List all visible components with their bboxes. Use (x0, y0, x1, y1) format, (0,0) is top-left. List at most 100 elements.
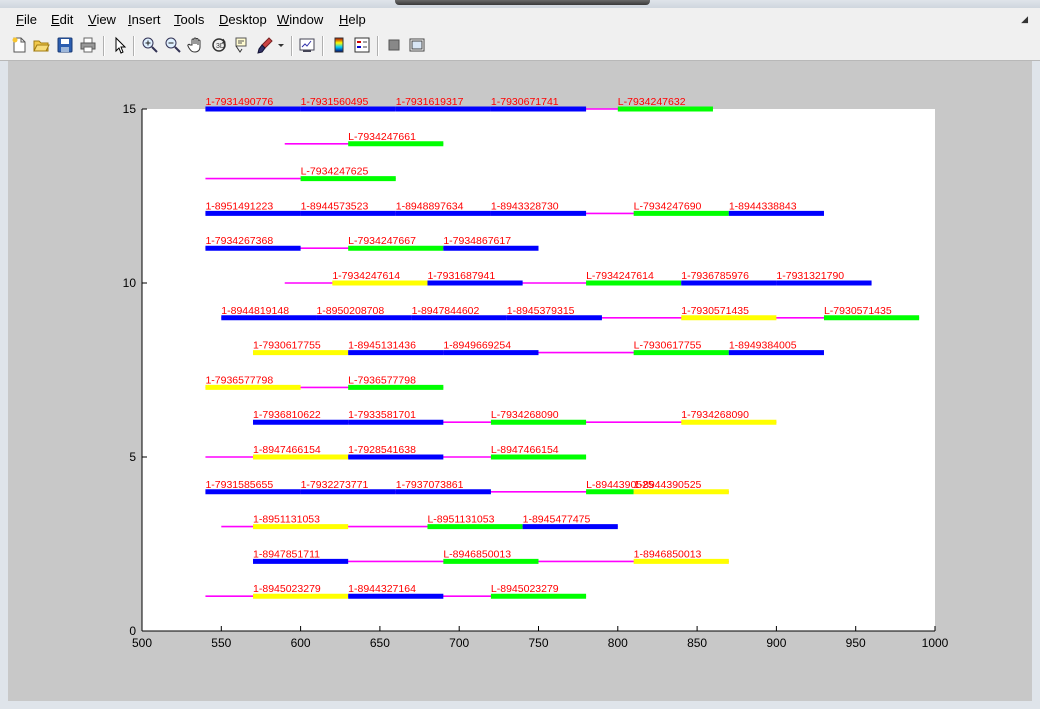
segment-label: 1-8946850013 (634, 548, 702, 560)
segment-label: L-8946850013 (443, 548, 511, 560)
segment-label: L-7934247661 (348, 131, 416, 143)
zoom-out-icon[interactable] (164, 36, 182, 54)
segment-label: 1-7934247614 (332, 270, 400, 282)
menu-insert[interactable]: Insert (128, 12, 161, 27)
toolbar-separator (133, 36, 135, 56)
segment-map-chart[interactable]: 1-7931490776 1-7931560495 1-7931619317 1-79… (8, 61, 1032, 701)
x-tick-label: 1000 (922, 636, 949, 650)
segment-label: 1-7930671741 (491, 96, 559, 108)
x-tick-label: 500 (132, 636, 152, 650)
undock-arrow-icon[interactable]: ◢ (1021, 14, 1028, 24)
menu-help[interactable]: Help (339, 12, 366, 27)
segment-label: 1-8949669254 (443, 340, 511, 352)
x-tick-label: 950 (846, 636, 866, 650)
brush-icon[interactable] (256, 36, 274, 54)
segment-label: 1-8951491223 (205, 200, 273, 212)
segment-label: L-8944390525 (586, 479, 654, 491)
segment-label: 1-8949384005 (729, 340, 797, 352)
menu-file[interactable]: File (16, 12, 37, 27)
toolbar-separator (322, 36, 324, 56)
segment-label: L-7934268090 (491, 409, 559, 421)
legend-icon[interactable] (353, 36, 371, 54)
segment-label: 1-8944573523 (301, 200, 369, 212)
segment-label: 1-8945477475 (523, 514, 591, 526)
segment-label: 1-8948897634 (396, 200, 464, 212)
segment-label: 1-7936785976 (681, 270, 749, 282)
segment-label: 1-8943328730 (491, 200, 559, 212)
segment-label: 1-7932273771 (301, 479, 369, 491)
segment-label: L-7934247614 (586, 270, 654, 282)
save-icon[interactable] (56, 36, 74, 54)
new-figure-icon[interactable] (10, 36, 28, 54)
segment-label: L-7930571435 (824, 305, 892, 317)
x-tick-label: 850 (687, 636, 707, 650)
link-plot-icon[interactable] (298, 36, 316, 54)
segment-label: 1-7933581701 (348, 409, 416, 421)
menu-tools[interactable]: Tools (174, 12, 205, 27)
segment-label: 1-7934268090 (681, 409, 749, 421)
toolbar-separator (377, 36, 379, 56)
menu-view[interactable]: View (88, 12, 116, 27)
window-frame-bottom (0, 701, 1040, 709)
plot-area (142, 109, 935, 631)
x-tick-label: 800 (608, 636, 628, 650)
segment-label: 1-7931490776 (205, 96, 273, 108)
segment-label: 1-8945023279 (253, 583, 321, 595)
segment-label: 1-8944327164 (348, 583, 416, 595)
x-tick-label: 750 (528, 636, 548, 650)
segment-label: L-8947466154 (491, 444, 559, 456)
segment-label: 1-7936810622 (253, 409, 321, 421)
x-tick-label: 600 (291, 636, 311, 650)
show-plot-tools-icon[interactable] (408, 36, 426, 54)
segment-label: 1-8945131436 (348, 340, 416, 352)
segment-label: L-7930617755 (634, 340, 702, 352)
segment-label: 1-7931687941 (427, 270, 495, 282)
window-frame-right (1032, 61, 1040, 701)
segment-label: 1-8944390525 (634, 479, 702, 491)
zoom-in-icon[interactable] (141, 36, 159, 54)
segment-label: 1-8951131053 (253, 514, 320, 526)
segment-label: 1-7936577798 (205, 374, 273, 386)
segment-label: 1-7931585655 (205, 479, 273, 491)
open-file-icon[interactable] (32, 36, 50, 54)
segment-label: 1-8944338843 (729, 200, 797, 212)
select-arrow-icon[interactable] (111, 36, 129, 54)
colorbar-icon[interactable] (330, 36, 348, 54)
menu-bar: File Edit View Insert Tools Desktop Wind… (0, 8, 1040, 32)
segment-label: 1-7937073861 (396, 479, 464, 491)
window-frame-left (0, 61, 8, 701)
x-tick-label: 650 (370, 636, 390, 650)
segment-label: L-7934247632 (618, 96, 686, 108)
segment-label: 1-8950208708 (316, 305, 384, 317)
segment-label: L-7934247667 (348, 235, 416, 247)
print-icon[interactable] (79, 36, 97, 54)
segment-label: 1-8945379315 (507, 305, 575, 317)
pan-hand-icon[interactable] (187, 36, 205, 54)
title-caption-shadow (395, 0, 650, 5)
segment-label: 1-7931619317 (396, 96, 464, 108)
segment-label: 1-8944819148 (221, 305, 289, 317)
figure-canvas: 1-7931490776 1-7931560495 1-7931619317 1-79… (8, 61, 1032, 701)
brush-dropdown-icon[interactable] (276, 36, 286, 54)
segment-label: 1-7931321790 (776, 270, 844, 282)
hide-plot-tools-icon[interactable] (385, 36, 403, 54)
segment-label: 1-7930571435 (681, 305, 749, 317)
segment-label: 1-7931560495 (301, 96, 369, 108)
data-cursor-icon[interactable] (233, 36, 251, 54)
segment-label: L-8945023279 (491, 583, 559, 595)
segment-label: L-8951131053 (427, 514, 494, 526)
segment-label: 1-7930617755 (253, 340, 321, 352)
menu-edit[interactable]: Edit (51, 12, 74, 27)
segment-label: 1-7934267368 (205, 235, 273, 247)
y-tick-label: 15 (123, 102, 137, 116)
menu-desktop[interactable]: Desktop (219, 12, 267, 27)
y-tick-label: 0 (129, 624, 136, 638)
svg-text:3D: 3D (216, 43, 225, 50)
segment-label: 1-7928541638 (348, 444, 416, 456)
rotate-3d-icon[interactable]: 3D (210, 36, 228, 54)
x-tick-label: 700 (449, 636, 469, 650)
x-tick-label: 550 (211, 636, 231, 650)
segment-label: L-7934247690 (634, 200, 702, 212)
window-title-strip (0, 0, 1040, 8)
menu-window[interactable]: Window (277, 12, 324, 27)
